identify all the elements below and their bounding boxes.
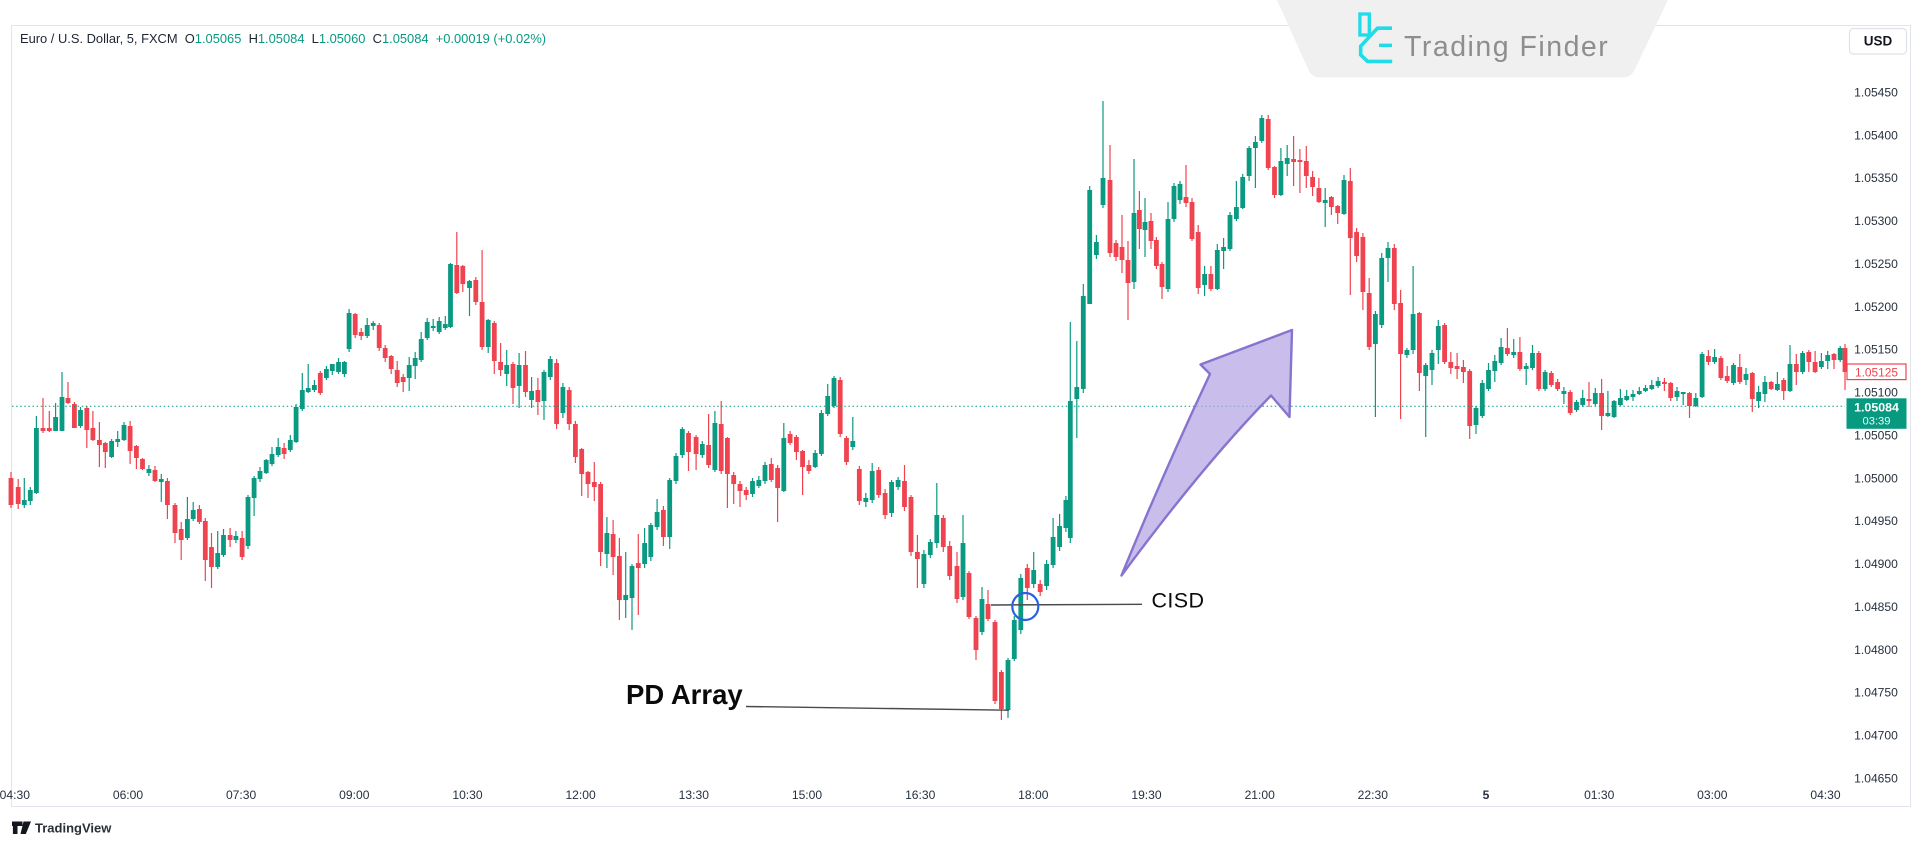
svg-text:1.05200: 1.05200 <box>1854 300 1898 314</box>
svg-text:1.05450: 1.05450 <box>1854 86 1898 100</box>
svg-text:1.04700: 1.04700 <box>1854 729 1898 743</box>
svg-text:21:00: 21:00 <box>1245 788 1276 802</box>
svg-text:1.04950: 1.04950 <box>1854 514 1898 528</box>
svg-text:13:30: 13:30 <box>679 788 710 802</box>
svg-text:07:30: 07:30 <box>226 788 257 802</box>
svg-text:04:30: 04:30 <box>0 788 30 802</box>
svg-text:19:30: 19:30 <box>1131 788 1162 802</box>
svg-text:1.05250: 1.05250 <box>1854 257 1898 271</box>
svg-text:PD Array: PD Array <box>626 679 743 710</box>
svg-text:09:00: 09:00 <box>339 788 370 802</box>
svg-text:1.05300: 1.05300 <box>1854 214 1898 228</box>
svg-text:1.05125: 1.05125 <box>1855 365 1898 379</box>
svg-text:18:00: 18:00 <box>1018 788 1049 802</box>
svg-text:1.05350: 1.05350 <box>1854 171 1898 185</box>
svg-text:1.04800: 1.04800 <box>1854 643 1898 657</box>
svg-text:Trading Finder: Trading Finder <box>1404 31 1609 63</box>
svg-text:1.04900: 1.04900 <box>1854 557 1898 571</box>
svg-text:1.04850: 1.04850 <box>1854 600 1898 614</box>
svg-text:10:30: 10:30 <box>452 788 483 802</box>
svg-text:1.05050: 1.05050 <box>1854 429 1898 443</box>
svg-text:03:00: 03:00 <box>1697 788 1728 802</box>
svg-text:CISD: CISD <box>1152 589 1205 613</box>
svg-text:15:00: 15:00 <box>792 788 823 802</box>
svg-text:1.04750: 1.04750 <box>1854 686 1898 700</box>
svg-text:12:00: 12:00 <box>565 788 596 802</box>
svg-text:1.05084: 1.05084 <box>1854 400 1899 414</box>
svg-text:1.05400: 1.05400 <box>1854 128 1898 142</box>
svg-text:1.04650: 1.04650 <box>1854 771 1898 785</box>
svg-text:06:00: 06:00 <box>113 788 144 802</box>
svg-text:01:30: 01:30 <box>1584 788 1615 802</box>
svg-text:22:30: 22:30 <box>1358 788 1389 802</box>
svg-text:1.05100: 1.05100 <box>1854 386 1898 400</box>
svg-text:1.05150: 1.05150 <box>1854 343 1898 357</box>
svg-text:5: 5 <box>1483 788 1490 802</box>
svg-text:TradingView: TradingView <box>35 821 112 836</box>
svg-text:16:30: 16:30 <box>905 788 936 802</box>
svg-text:04:30: 04:30 <box>1810 788 1841 802</box>
svg-text:1.05000: 1.05000 <box>1854 471 1898 485</box>
svg-text:USD: USD <box>1864 34 1893 49</box>
svg-text:03:39: 03:39 <box>1863 416 1891 428</box>
svg-text:Euro / U.S. Dollar, 5, FXCM O: Euro / U.S. Dollar, 5, FXCM O1.05065 H1.… <box>20 31 546 46</box>
